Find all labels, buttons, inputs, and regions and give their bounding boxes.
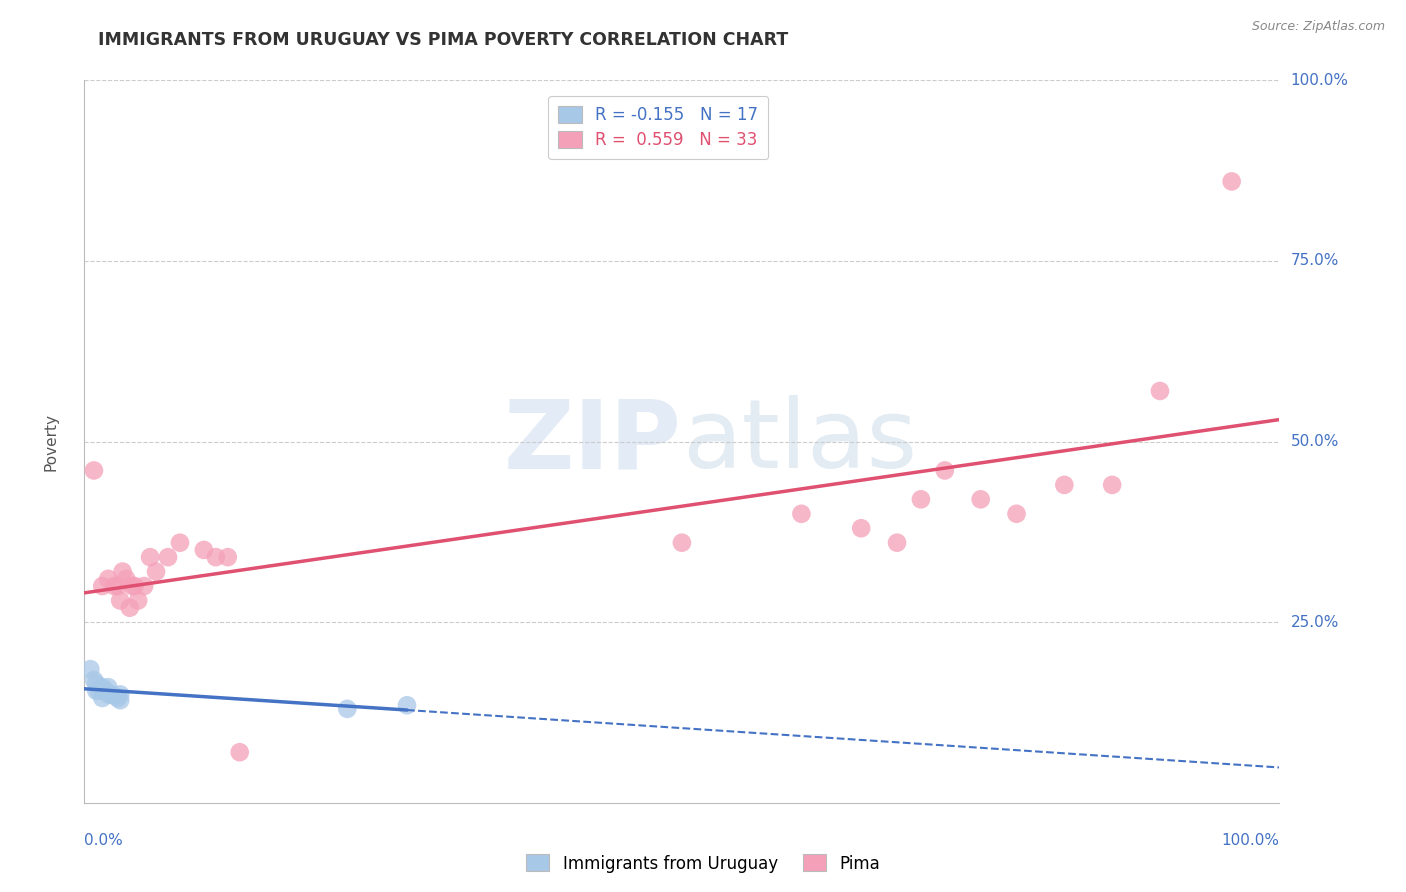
Point [132,579,156,593]
Text: 100.0%: 100.0% [1291,73,1348,87]
Point [91,579,114,593]
Point [86,683,108,698]
Point [97,687,120,701]
Point [103,689,125,703]
Point [1101,478,1123,492]
Point [396,698,419,713]
Point [169,535,191,549]
Point [79,662,101,676]
Point [970,492,993,507]
Text: IMMIGRANTS FROM URUGUAY VS PIMA POVERTY CORRELATION CHART: IMMIGRANTS FROM URUGUAY VS PIMA POVERTY … [98,31,789,49]
Point [193,542,215,557]
Text: 75.0%: 75.0% [1291,253,1339,268]
Point [229,745,252,759]
Text: 50.0%: 50.0% [1291,434,1339,449]
Point [1053,478,1076,492]
Point [934,463,956,477]
Point [121,579,143,593]
Point [115,572,138,586]
Point [671,535,693,549]
Text: 25.0%: 25.0% [1291,615,1339,630]
Text: ZIP: ZIP [503,395,682,488]
Point [886,535,908,549]
Point [1149,384,1171,398]
Point [790,507,813,521]
Point [107,691,129,706]
Point [145,565,167,579]
Point [86,676,108,690]
Point [100,687,122,701]
Point [910,492,932,507]
Point [118,600,141,615]
Text: 100.0%: 100.0% [1222,833,1279,848]
Legend: Immigrants from Uruguay, Pima: Immigrants from Uruguay, Pima [519,847,887,880]
Point [110,593,132,607]
Point [139,550,162,565]
Point [107,579,129,593]
Point [83,463,105,477]
Text: atlas: atlas [682,395,917,488]
Point [1005,507,1028,521]
Point [336,702,359,716]
Legend: R = -0.155   N = 17, R =  0.559   N = 33: R = -0.155 N = 17, R = 0.559 N = 33 [548,95,768,159]
Text: Source: ZipAtlas.com: Source: ZipAtlas.com [1251,20,1385,33]
Point [91,691,114,706]
Point [205,550,228,565]
Point [1220,174,1243,188]
Point [103,579,125,593]
Point [127,593,149,607]
Point [83,673,105,687]
Point [217,550,239,565]
Point [110,693,132,707]
Text: 0.0%: 0.0% [84,833,124,848]
Point [91,680,114,694]
Point [157,550,180,565]
Point [124,579,146,593]
Point [87,683,110,698]
Point [110,687,132,701]
Point [111,565,134,579]
Point [94,683,117,698]
Point [851,521,873,535]
Text: Poverty: Poverty [44,412,59,471]
Point [97,680,120,694]
Point [97,572,120,586]
